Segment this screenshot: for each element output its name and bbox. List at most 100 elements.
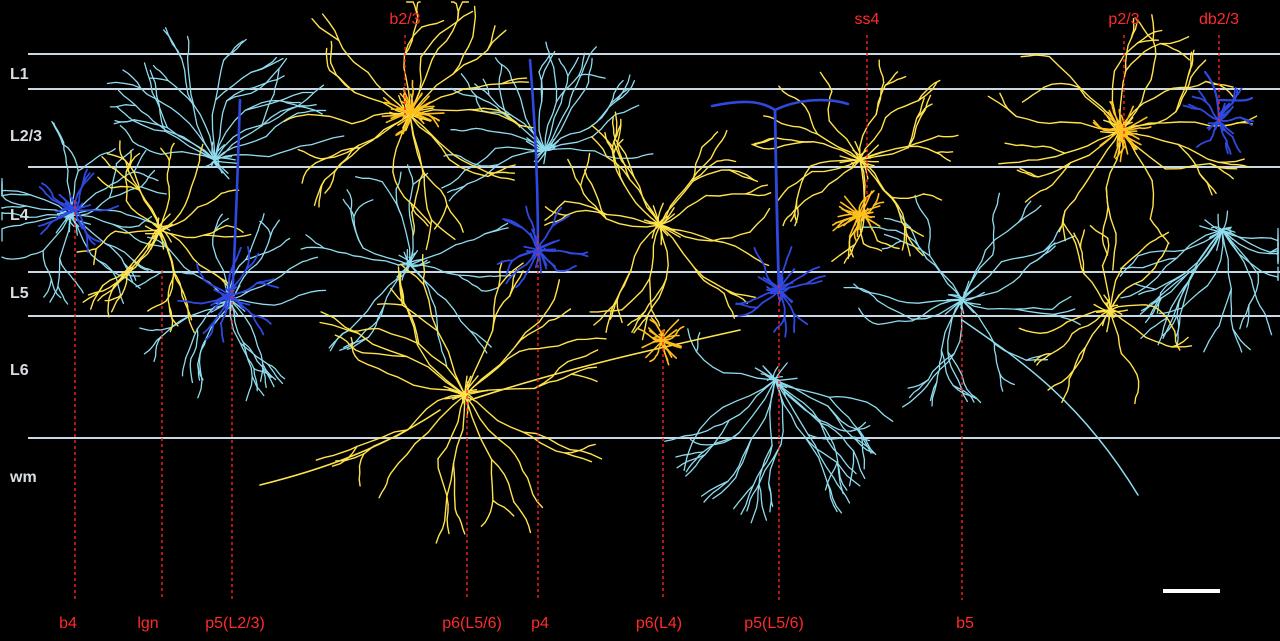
neurite xyxy=(768,482,772,513)
neurite xyxy=(548,279,561,309)
neurite xyxy=(181,58,194,106)
neurite xyxy=(935,152,951,162)
neurite xyxy=(522,431,566,454)
neurite xyxy=(850,425,871,432)
neurite xyxy=(197,143,204,167)
neurite xyxy=(836,461,861,487)
neurite xyxy=(659,180,694,226)
neurite xyxy=(333,144,360,173)
neurite xyxy=(828,396,862,433)
neurite xyxy=(301,161,317,184)
neurite xyxy=(1139,126,1152,130)
neurite xyxy=(659,224,696,269)
neurite xyxy=(836,461,848,491)
neurite xyxy=(556,265,577,272)
neurite xyxy=(1157,317,1168,346)
neurite xyxy=(1151,14,1155,41)
neurite xyxy=(214,125,263,161)
neurite xyxy=(112,223,140,228)
neurite xyxy=(160,151,216,161)
neurite xyxy=(999,92,1017,118)
neuron-b5-arbor xyxy=(843,192,1081,408)
neuron-db23-soma xyxy=(1182,87,1254,155)
neurite xyxy=(214,71,252,101)
neurite xyxy=(498,260,503,288)
neurite xyxy=(135,272,161,288)
neurite xyxy=(957,379,969,403)
neurite xyxy=(705,193,747,197)
neurite xyxy=(378,473,392,499)
neurite xyxy=(457,274,483,292)
neurite xyxy=(338,39,369,74)
neurite xyxy=(1039,321,1068,334)
neurite xyxy=(101,156,118,171)
neurite xyxy=(803,435,838,463)
neurite xyxy=(109,104,137,108)
neurite xyxy=(307,113,353,125)
neurite xyxy=(132,119,166,132)
neurite xyxy=(940,349,954,387)
neurite xyxy=(116,105,134,122)
neurite xyxy=(807,434,848,440)
neurite xyxy=(104,242,125,264)
neurite xyxy=(411,79,414,95)
neurite xyxy=(1221,229,1271,253)
neurite xyxy=(131,259,155,273)
top-cell-labels: b2/3 ss4 p2/3 db2/3 xyxy=(389,11,1239,28)
neurite xyxy=(358,453,365,487)
neurite xyxy=(1037,162,1072,178)
neurite xyxy=(448,183,469,202)
neurite xyxy=(72,278,84,294)
neurite xyxy=(883,233,902,242)
neurite xyxy=(342,198,355,218)
neurite xyxy=(1218,158,1245,163)
neurite xyxy=(1159,36,1190,45)
neurite xyxy=(567,56,580,77)
neurite xyxy=(158,270,195,275)
neurite xyxy=(414,394,466,445)
neurite xyxy=(1105,186,1117,235)
neurite xyxy=(452,462,456,510)
neurite xyxy=(148,77,169,82)
neurite xyxy=(875,84,887,116)
neurite xyxy=(110,293,123,313)
neurite xyxy=(267,363,286,380)
neurite xyxy=(1120,285,1148,299)
neurite xyxy=(37,220,54,227)
neurite xyxy=(752,444,773,486)
neurite xyxy=(616,118,622,145)
neurite xyxy=(695,332,701,353)
neurite xyxy=(320,144,360,160)
neurite xyxy=(935,151,954,154)
neurite xyxy=(570,373,598,383)
neurite xyxy=(505,259,514,276)
neurite xyxy=(220,322,225,343)
neurite xyxy=(1137,250,1175,257)
neurite xyxy=(453,154,489,174)
neurite xyxy=(538,53,551,73)
neurite xyxy=(517,249,539,271)
neurite xyxy=(615,80,636,102)
neurite xyxy=(298,256,319,264)
neurite xyxy=(544,105,570,151)
neurite xyxy=(444,462,455,514)
neurite xyxy=(409,114,455,157)
neurite xyxy=(253,368,272,379)
neurite xyxy=(690,148,717,182)
neurite xyxy=(735,298,754,305)
neurite xyxy=(490,458,494,502)
neurite xyxy=(1119,266,1144,269)
neurite xyxy=(472,5,477,38)
neurite xyxy=(999,373,1015,386)
neurite xyxy=(492,499,515,517)
neurite xyxy=(551,214,571,227)
neurite xyxy=(18,250,44,260)
neurite xyxy=(722,379,776,409)
neurite xyxy=(560,75,569,104)
neurite xyxy=(544,214,567,226)
neurite xyxy=(1119,255,1139,277)
neurite xyxy=(1153,306,1176,332)
neurite xyxy=(50,278,62,299)
neurite xyxy=(511,120,536,129)
